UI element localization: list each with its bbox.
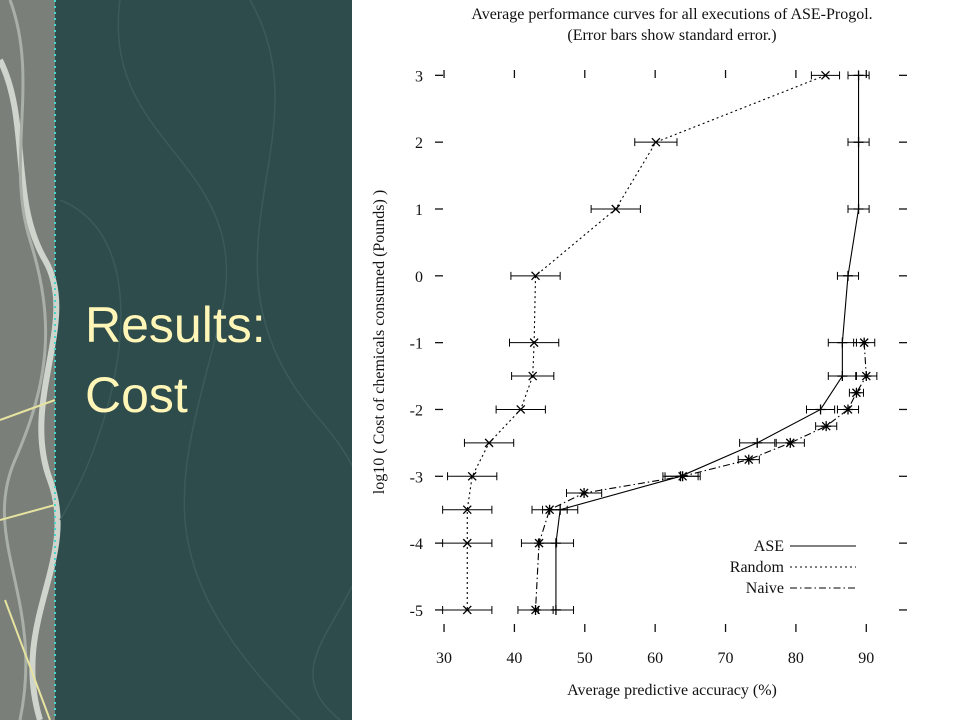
data-point: [611, 204, 621, 214]
data-point: [530, 604, 541, 615]
data-point: [821, 70, 830, 80]
y-tick-label: 2: [415, 135, 423, 152]
data-point: [853, 70, 864, 81]
data-point: [752, 437, 763, 448]
chart-background: [352, 0, 960, 720]
y-tick-label: -3: [410, 469, 423, 486]
data-point: [837, 371, 848, 382]
data-point: [529, 338, 539, 348]
x-tick-label: 50: [577, 650, 593, 667]
data-point: [837, 337, 848, 348]
y-tick-label: -4: [410, 536, 423, 553]
x-tick-label: 90: [858, 650, 874, 667]
data-point: [743, 454, 754, 465]
y-tick-label: 3: [415, 68, 423, 85]
data-point: [815, 404, 826, 415]
data-point: [516, 405, 526, 414]
x-tick-label: 80: [788, 650, 804, 667]
data-point: [528, 371, 538, 381]
data-point: [842, 404, 853, 415]
decorative-map: [0, 0, 61, 720]
data-point: [853, 203, 864, 214]
data-point: [531, 271, 540, 281]
data-point: [859, 337, 870, 348]
series-line: [534, 342, 867, 610]
y-tick-label: -5: [410, 603, 423, 620]
chart-subtitle: (Error bars show standard error.): [567, 27, 776, 44]
data-point: [853, 137, 864, 148]
x-tick-label: 40: [506, 650, 522, 667]
slide-title-line: Cost: [85, 367, 188, 423]
y-tick-label: 1: [415, 202, 423, 219]
legend-label: Naive: [746, 580, 784, 597]
legend-label: ASE: [754, 538, 784, 555]
data-point: [851, 387, 862, 398]
y-tick-label: 0: [415, 269, 423, 286]
y-axis-label: log10 ( Cost of chemicals consumed (Poun…: [371, 190, 388, 494]
data-point: [861, 371, 872, 382]
data-point: [677, 471, 688, 482]
data-point: [821, 421, 832, 432]
chart-title: Average performance curves for all execu…: [471, 6, 872, 23]
x-tick-label: 70: [718, 650, 734, 667]
series-line: [555, 75, 860, 610]
data-point: [785, 437, 796, 448]
plot-area: 30 40 50 60 70 80 90 3 2 1 0 -1 -2 -3 -4 -5 ASE Random Nai…: [410, 68, 907, 667]
x-tick-label: 30: [436, 650, 452, 667]
y-tick-label: -2: [410, 402, 423, 419]
y-tick-label: -1: [410, 336, 423, 353]
legend-label: Random: [730, 559, 785, 576]
data-point: [467, 471, 477, 481]
data-point: [462, 505, 472, 515]
data-point: [462, 605, 472, 615]
data-point: [484, 438, 494, 448]
data-point: [544, 504, 555, 515]
data-point: [462, 538, 472, 548]
slide-title-line: Results:: [85, 297, 266, 353]
data-point: [579, 488, 590, 499]
data-point: [842, 270, 853, 281]
x-axis-label: Average predictive accuracy (%): [567, 682, 777, 699]
x-tick-label: 60: [647, 650, 663, 667]
data-point: [651, 137, 661, 147]
decorative-contours: [59, 0, 369, 720]
data-point: [534, 538, 545, 549]
